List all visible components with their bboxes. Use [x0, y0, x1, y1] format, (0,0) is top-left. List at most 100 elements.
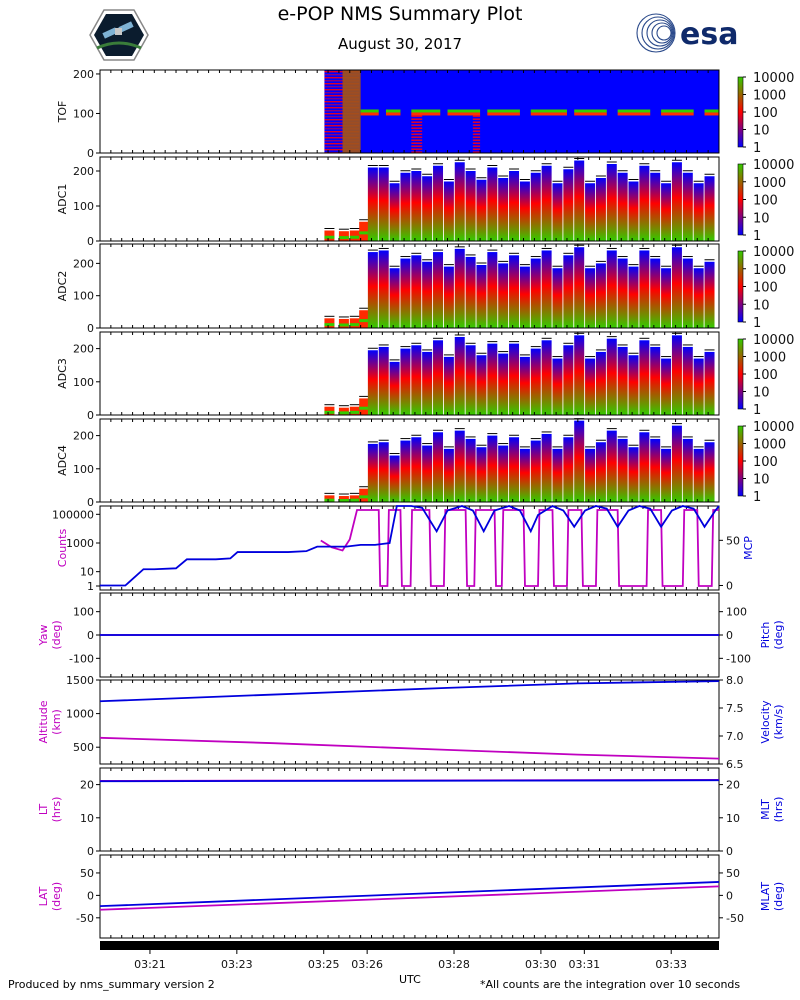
spectro-bar-base — [338, 323, 349, 327]
spectro-bar — [563, 437, 574, 502]
spectro-bar-base — [349, 235, 360, 239]
spectro-bar — [476, 265, 487, 328]
y-axis-label-right: (hrs) — [772, 797, 785, 823]
y-tick-label-right: 8.0 — [726, 674, 744, 687]
y-tick-label: 0 — [87, 235, 94, 248]
y-tick-label: 100 — [73, 376, 94, 389]
tof-ridge-green — [411, 109, 441, 113]
y-axis-label: (deg) — [50, 882, 63, 911]
tof-red-block — [411, 121, 423, 123]
spectro-bar — [465, 345, 476, 415]
spectro-bar — [422, 261, 433, 328]
spectro-bar — [595, 442, 606, 502]
tof-red-block — [472, 124, 481, 126]
tof-burst — [342, 70, 361, 153]
spectro-bar — [693, 268, 704, 328]
spectro-bar — [476, 447, 487, 502]
y-tick-label: 500 — [73, 741, 94, 754]
spectro-bar — [487, 167, 498, 241]
y-axis-label: ADC1 — [56, 184, 69, 215]
colorbar — [737, 76, 744, 148]
colorbar-tick-label: 10000 — [753, 245, 794, 260]
tof-ridge-red — [704, 112, 719, 116]
y-tick-label: 1 — [87, 580, 94, 593]
spectro-bar — [454, 430, 465, 502]
plot-date: August 30, 2017 — [337, 35, 463, 53]
colorbar-tick-label: 10000 — [753, 420, 794, 435]
tof-noise-stripe — [324, 143, 360, 145]
y-tick-label: 100 — [73, 463, 94, 476]
esa-logo-icon: esa — [636, 13, 738, 53]
time-coverage-bar — [100, 941, 719, 950]
spectro-bar — [422, 176, 433, 241]
spectro-bar — [454, 248, 465, 328]
lat-line — [99, 885, 720, 911]
spectro-bar-base — [324, 410, 335, 414]
spectro-bar — [552, 448, 563, 502]
colorbar-tick-label: 10 — [753, 298, 770, 313]
tof-noise-stripe — [324, 74, 360, 76]
spectro-bar — [443, 181, 454, 241]
tof-noise-stripe — [324, 149, 360, 151]
y-tick-label: 200 — [73, 343, 94, 356]
y-tick-label-right: 100 — [726, 606, 747, 619]
spectro-bar — [671, 335, 682, 415]
spectro-bar — [465, 438, 476, 502]
y-tick-label: 10 — [80, 566, 94, 579]
spectro-bar — [422, 351, 433, 415]
tof-red-block — [472, 151, 481, 153]
tof-red-block — [472, 115, 481, 117]
y-tick-label: 100 — [73, 200, 94, 213]
tof-ridge-green — [617, 109, 651, 113]
spectro-bar-base — [359, 495, 370, 499]
spectro-bar — [617, 258, 628, 328]
y-axis-label: (hrs) — [50, 797, 63, 823]
colorbar — [737, 250, 744, 323]
y-tick-label-right: 7.0 — [726, 730, 744, 743]
tof-ridge-green — [661, 109, 694, 113]
y-axis-label: TOF — [56, 101, 69, 124]
colorbar-tick-label: 1000 — [753, 176, 786, 191]
spectro-bar — [509, 171, 520, 241]
spectro-bar — [563, 255, 574, 328]
spectro-bar — [411, 255, 422, 328]
colorbar-tick-label: 100 — [753, 281, 778, 296]
y-tick-label: 0 — [87, 322, 94, 335]
y-tick-label: 0 — [87, 845, 94, 858]
spectro-bar — [378, 346, 389, 415]
y-axis-label-right: (deg) — [772, 620, 785, 649]
mlat-line — [99, 881, 720, 908]
tof-red-block — [472, 148, 481, 150]
y-tick-label: 200 — [73, 165, 94, 178]
counts-line — [320, 509, 719, 587]
spectro-bar — [574, 247, 585, 328]
y-axis-label: Counts — [56, 529, 69, 568]
spectro-bar — [367, 350, 378, 415]
tof-ridge-red — [411, 112, 441, 116]
y-axis-label-right: MCP — [742, 536, 755, 560]
spectro-bar — [650, 438, 661, 502]
spectro-bar — [585, 358, 596, 415]
y-tick-label: 0 — [87, 496, 94, 509]
spectro-bar-base — [324, 498, 335, 502]
y-tick-label: 50 — [80, 867, 94, 880]
spectro-bar — [628, 181, 639, 241]
colorbar — [737, 338, 744, 410]
tof-noise-stripe — [324, 122, 360, 124]
colorbar-tick-label: 1 — [753, 316, 761, 331]
spectro-bar-base — [324, 235, 335, 239]
spectro-bar — [487, 343, 498, 415]
footer-integration-note: *All counts are the integration over 10 … — [480, 978, 741, 991]
spectro-bar — [519, 181, 530, 241]
tof-red-block — [472, 139, 481, 141]
panel-frame — [99, 331, 720, 416]
panel-frame — [99, 854, 720, 939]
tof-ridge-green — [360, 109, 379, 113]
spectro-bar — [574, 420, 585, 502]
tof-noise-stripe — [324, 146, 360, 148]
y-tick-label: 100 — [73, 290, 94, 303]
colorbar-tick-label: 1 — [753, 403, 761, 418]
spectro-bar — [465, 171, 476, 241]
tof-ridge-red — [574, 112, 607, 116]
panel-frame — [99, 156, 720, 242]
